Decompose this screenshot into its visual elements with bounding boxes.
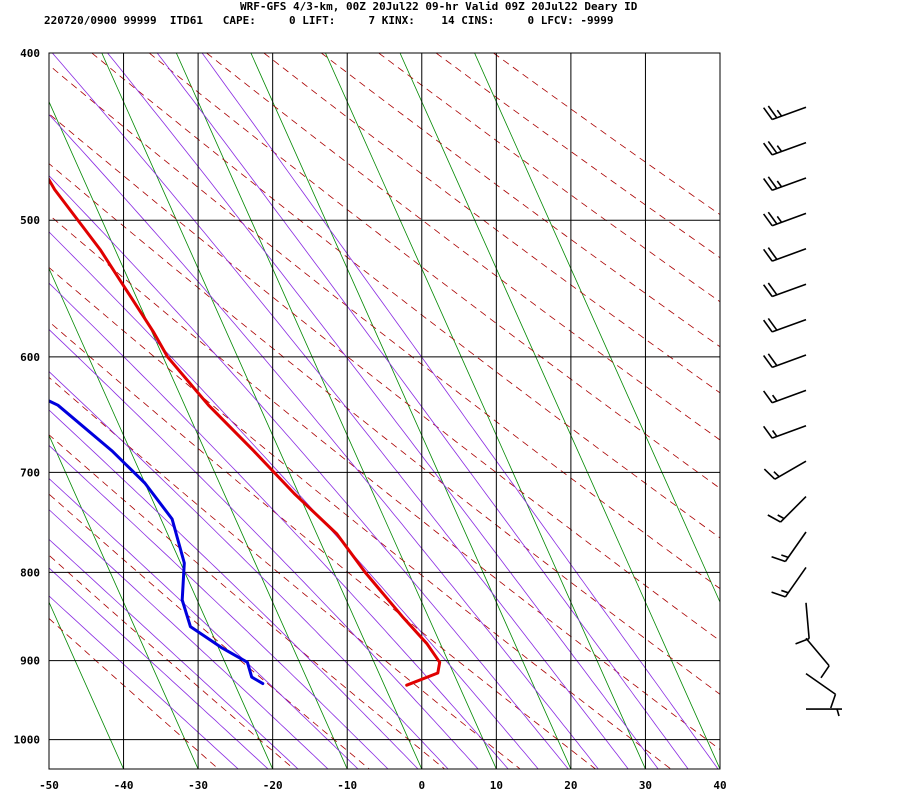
wind-barb [771, 531, 807, 563]
moist-adiabat-line [49, 114, 599, 769]
dry-adiabat-line [49, 266, 672, 769]
tick-labels: -50 -40 -30 -20 -10 0 10 20 30 40 400 500 600 700 800 9… [14, 47, 727, 792]
y-tick-label: 500 [20, 214, 40, 227]
moist-adiabat-line [49, 477, 359, 769]
dry-adiabat-line [49, 554, 295, 769]
plot-frame [48, 52, 721, 770]
wind-barb [795, 602, 810, 645]
chart-header-indices: 220720/0900 99999 ITD61 CAPE: 0 LIFT: 7 … [44, 14, 614, 27]
wind-barb [762, 389, 807, 404]
dry-adiabat-line [493, 53, 720, 216]
moist-adiabat-line [49, 282, 509, 769]
grid [49, 53, 720, 769]
wind-barb [762, 282, 807, 298]
wind-barbs [762, 105, 842, 717]
x-tick-label: -10 [337, 779, 357, 792]
dry-adiabat-line [49, 214, 720, 750]
temperature-profile-line [49, 176, 442, 687]
wind-barb [762, 140, 807, 156]
wind-barb [805, 672, 837, 709]
isotherm-line [325, 53, 646, 769]
y-tick-label: 700 [20, 466, 40, 479]
wind-barb [767, 496, 807, 523]
moist-adiabat-line [49, 175, 569, 769]
wind-barb [762, 247, 807, 262]
isotherm-line [175, 53, 497, 769]
series-layer [49, 176, 442, 687]
plot-border [48, 52, 721, 770]
x-tick-label: 30 [639, 779, 652, 792]
moist-adiabat-line [49, 567, 269, 769]
moist-adiabat-line [49, 231, 539, 769]
y-tick-label: 600 [20, 351, 40, 364]
reference-lines [49, 53, 720, 769]
wind-barb [762, 425, 807, 439]
dry-adiabat-line [435, 53, 720, 259]
isotherm-line [49, 267, 274, 769]
moist-adiabat-line [49, 595, 239, 769]
dry-adiabat-line [206, 53, 720, 441]
dry-adiabat-line [321, 53, 720, 348]
y-tick-label: 400 [20, 47, 40, 60]
moist-adiabat-line [49, 444, 389, 769]
wind-barb [763, 460, 807, 480]
x-tick-label: -30 [188, 779, 208, 792]
wind-barb [762, 353, 807, 369]
x-tick-label: -40 [114, 779, 134, 792]
x-tick-label: -50 [39, 779, 59, 792]
dry-adiabat-line [378, 53, 720, 303]
x-tick-label: 10 [490, 779, 503, 792]
dewpoint-profile-line [49, 399, 265, 686]
dry-adiabat-line [49, 64, 720, 590]
isotherm-line [250, 53, 572, 769]
wind-barb [805, 637, 830, 679]
moist-adiabat-line [49, 509, 329, 769]
moist-adiabat-line [49, 328, 479, 769]
x-tick-label: 0 [418, 779, 425, 792]
isotherm-line [399, 53, 720, 769]
dry-adiabat-line [91, 53, 720, 539]
moist-adiabat-line [107, 53, 659, 769]
dry-adiabat-line [263, 53, 720, 394]
isotherm-line [49, 100, 348, 769]
isotherm-line [49, 601, 124, 769]
chart-header-title: WRF-GFS 4/3-km, 00Z 20Jul22 09-hr Valid … [240, 0, 638, 13]
dry-adiabat-line [49, 113, 720, 642]
dry-adiabat-line [49, 376, 521, 769]
wind-barb [762, 211, 807, 227]
wind-barb [771, 566, 807, 598]
isotherm-line [49, 434, 199, 769]
moist-adiabat-line [156, 53, 689, 769]
moist-adiabat-line [49, 370, 449, 769]
isotherm-line [474, 53, 720, 604]
y-tick-label: 800 [20, 566, 40, 579]
dry-adiabat-line [49, 434, 445, 769]
dry-adiabat-line [49, 321, 596, 769]
moist-adiabat-line [49, 538, 299, 769]
wind-barb [806, 708, 842, 717]
wind-barb [762, 176, 807, 192]
y-tick-label: 1000 [14, 734, 41, 747]
wind-barb [762, 105, 807, 121]
wind-barb [762, 317, 807, 333]
x-tick-label: 20 [564, 779, 577, 792]
y-tick-label: 900 [20, 655, 40, 668]
moist-adiabat-line [49, 409, 419, 769]
moist-adiabat-line [51, 53, 629, 769]
moist-adiabat-line [201, 53, 719, 769]
x-tick-label: 40 [713, 779, 726, 792]
x-tick-label: -20 [263, 779, 283, 792]
